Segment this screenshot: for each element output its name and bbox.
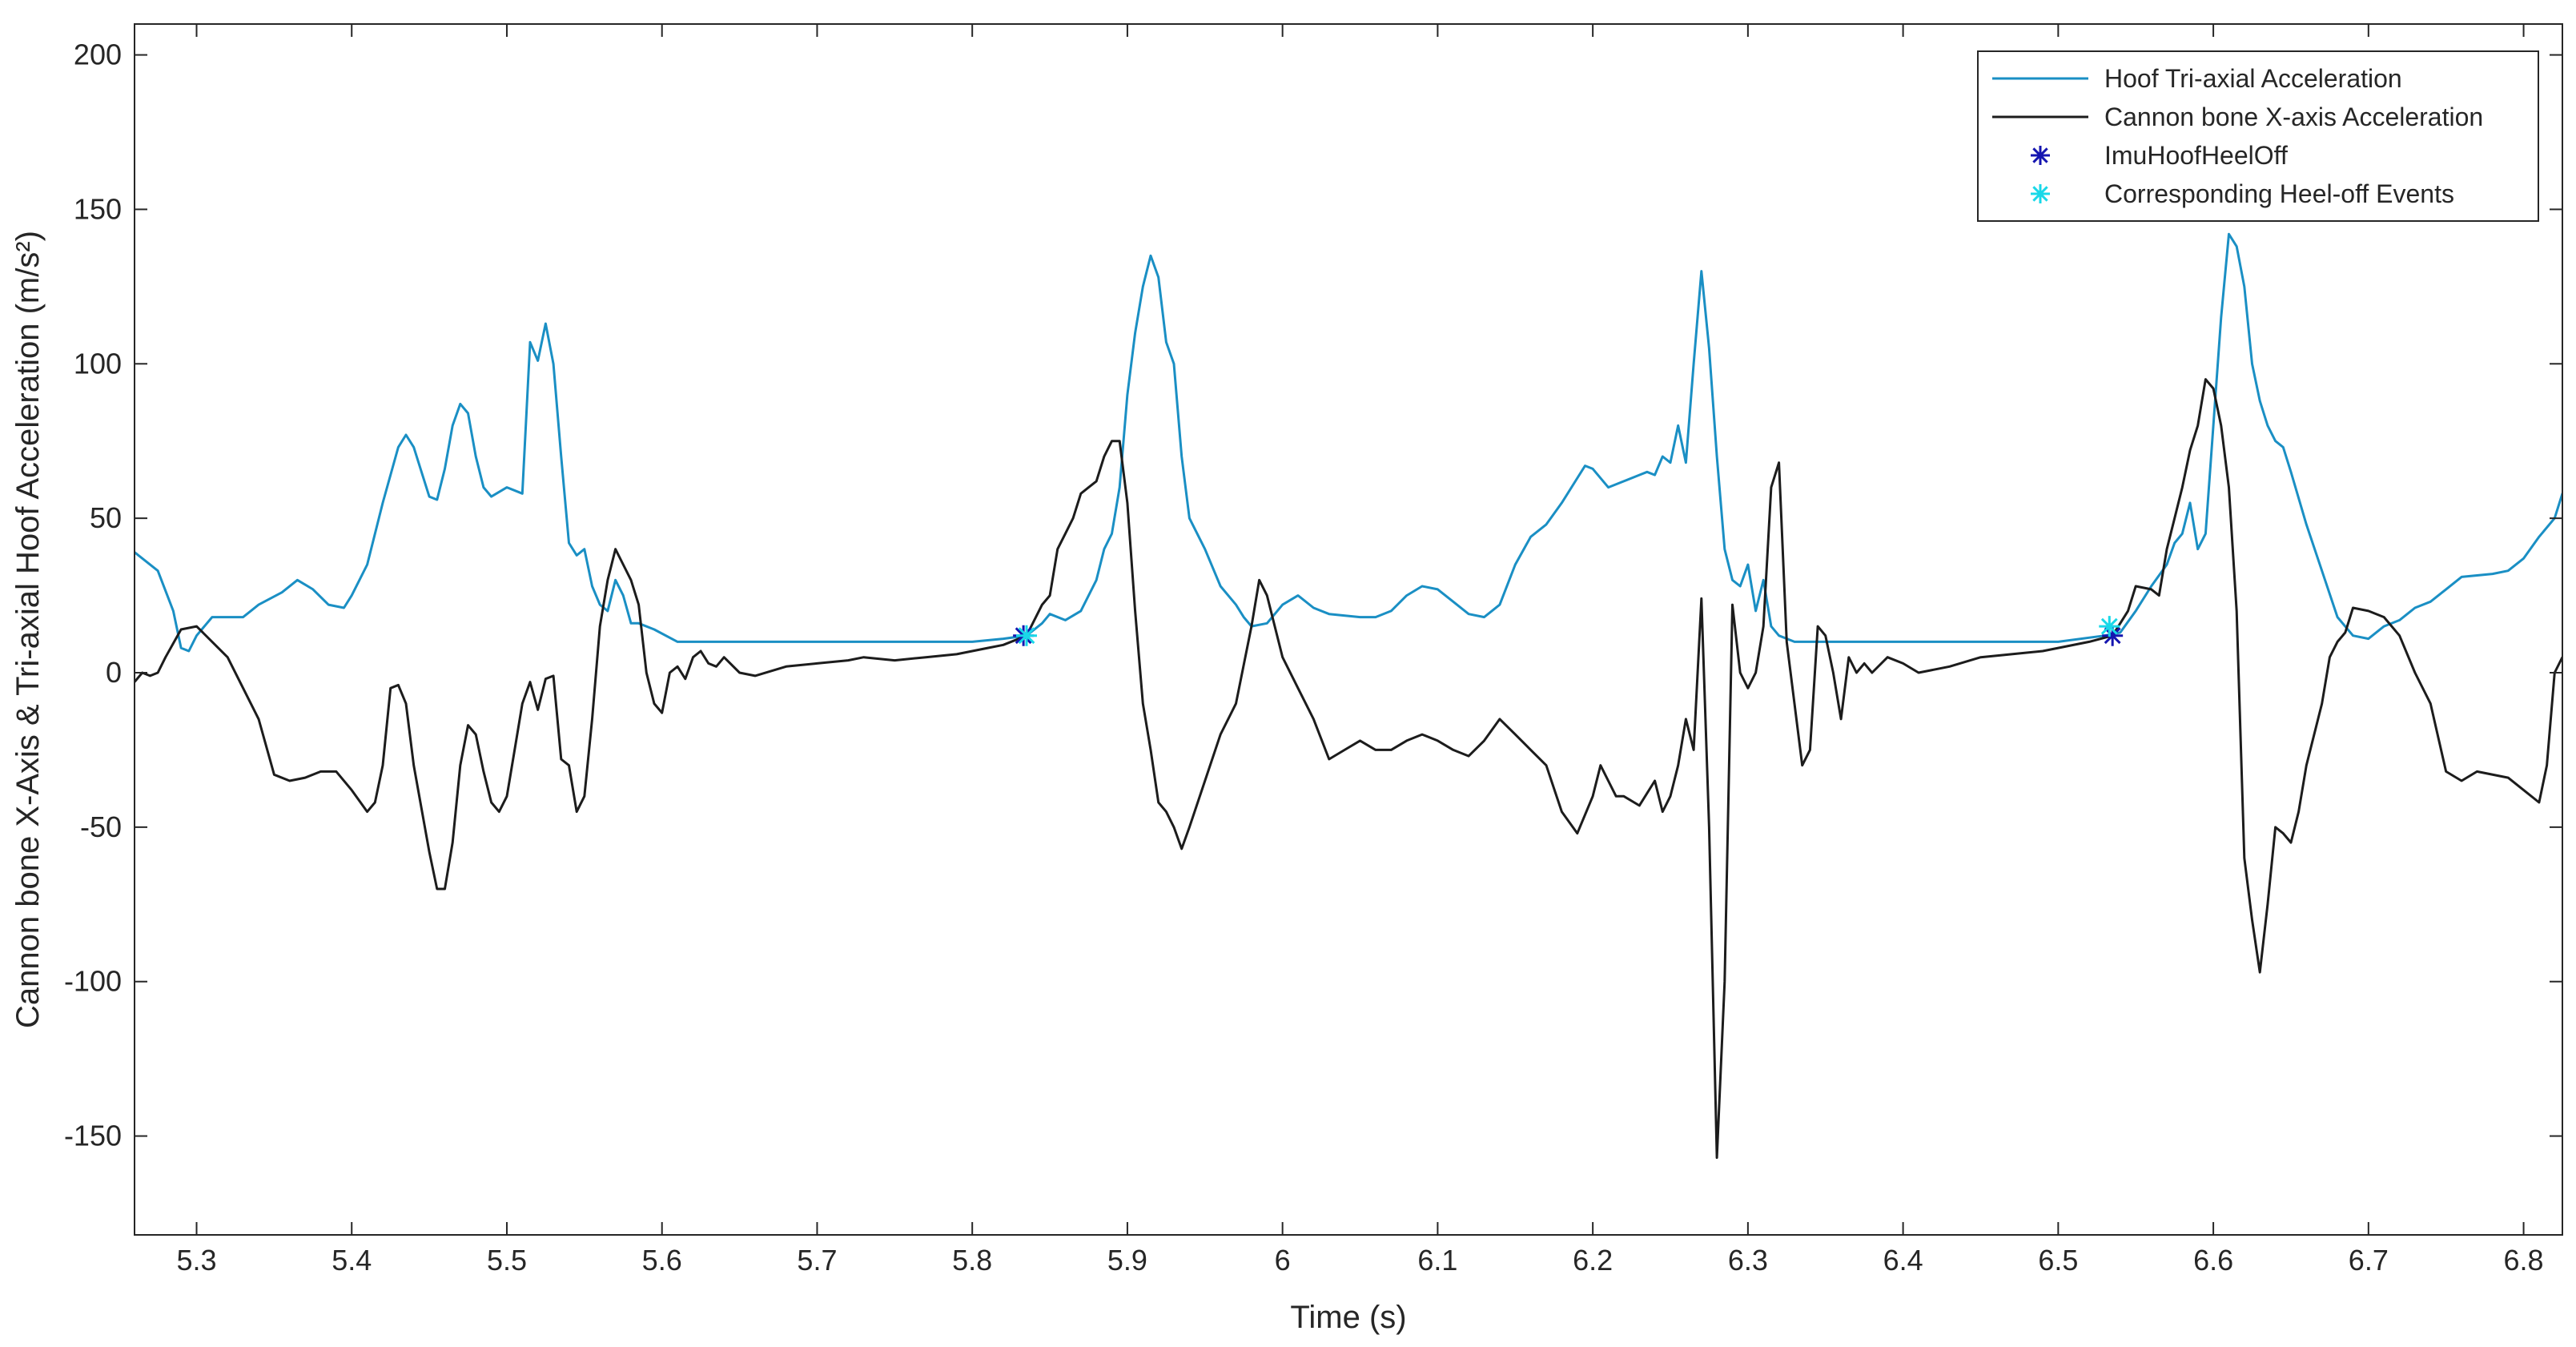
heel-off-event-marker-1 (2099, 616, 2120, 637)
x-tick-label: 6.5 (2038, 1244, 2078, 1277)
y-tick-label: -150 (64, 1120, 122, 1152)
x-tick-label: 5.4 (332, 1244, 372, 1277)
x-tick-label: 5.7 (797, 1244, 837, 1277)
axes-box (134, 23, 2563, 1236)
axes-frame (134, 23, 2563, 1236)
legend: Hoof Tri-axial Acceleration Cannon bone X… (1977, 50, 2539, 222)
y-tick-label: 100 (74, 347, 122, 380)
legend-entry-label: ImuHoofHeelOff (2104, 141, 2288, 170)
series-line-cannon-bone-x (135, 378, 2562, 1160)
plot-area (135, 24, 2562, 1235)
imu-heel-off-marker-1-glyph (2102, 625, 2124, 646)
x-tick-label: 5.6 (642, 1244, 682, 1277)
x-tick-label: 5.8 (952, 1244, 992, 1277)
x-tick-label: 5.9 (1107, 1244, 1147, 1277)
x-tick-label: 6 (1275, 1244, 1291, 1277)
legend-swatch-marker-glyph (2031, 146, 2050, 165)
legend-swatch-marker (2031, 184, 2050, 203)
heel-off-event-marker-0-glyph (1015, 625, 1037, 646)
y-tick-label: 150 (74, 192, 122, 225)
x-tick-label: 6.7 (2349, 1244, 2389, 1277)
x-tick-label: 5.3 (176, 1244, 216, 1277)
x-tick-label: 5.5 (487, 1244, 527, 1277)
x-tick-label: 6.4 (1883, 1244, 1923, 1277)
x-tick-label: 6.8 (2504, 1244, 2544, 1277)
y-tick-label: 200 (74, 38, 122, 71)
x-tick-label: 6.1 (1417, 1244, 1457, 1277)
legend-entry-label: Cannon bone X-axis Acceleration (2104, 103, 2483, 131)
y-tick-label: 0 (106, 656, 122, 689)
y-tick-label: -50 (80, 810, 122, 843)
y-axis-label: Cannon bone X-Axis & Tri-axial Hoof Acce… (10, 231, 46, 1028)
heel-off-event-marker-0 (1015, 625, 1037, 646)
x-axis-label: Time (s) (1290, 1300, 1406, 1335)
legend-entry-label: Corresponding Heel-off Events (2104, 179, 2454, 208)
x-tick-label: 6.3 (1728, 1244, 1768, 1277)
x-tick-label: 6.6 (2193, 1244, 2233, 1277)
legend-entry-label: Hoof Tri-axial Acceleration (2104, 64, 2402, 93)
x-tick-label: 6.2 (1573, 1244, 1613, 1277)
heel-off-event-marker-1-glyph (2099, 616, 2120, 637)
y-tick-label: -100 (64, 965, 122, 998)
legend-swatch-marker-glyph (2031, 184, 2050, 203)
imu-heel-off-marker-1 (2102, 625, 2124, 646)
ticks-layer: 5.3 5.4 5.5 5.6 5.7 5.8 5.9 6 6.1 6.2 6.3 6.4 6.5 6.6… (64, 24, 2562, 1277)
series-line-hoof-triaxial (135, 232, 2562, 653)
legend-swatch-marker (2031, 146, 2050, 165)
y-tick-label: 50 (90, 501, 122, 534)
series-layer (135, 232, 2562, 1160)
